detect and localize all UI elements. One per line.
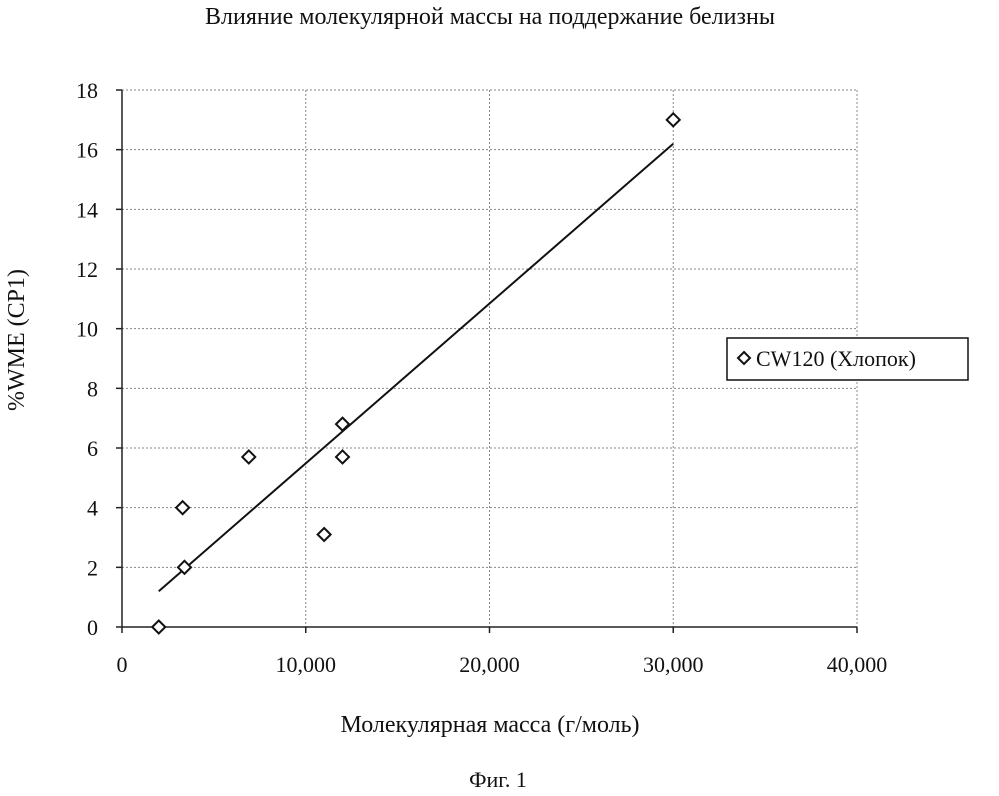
y-tick-label: 10: [76, 317, 98, 342]
data-point: [152, 621, 165, 634]
trendline-layer: [159, 144, 674, 592]
data-point: [242, 450, 255, 463]
legend: CW120 (Хлопок): [727, 338, 968, 380]
y-axis-title: %WME (CP1): [4, 269, 30, 411]
x-axis-title: Молекулярная масса (г/моль): [340, 712, 639, 738]
y-tick-label: 6: [87, 436, 98, 461]
chart-title: Влияние молекулярной массы на поддержани…: [205, 4, 775, 30]
y-tick-label: 18: [76, 78, 98, 103]
x-tick-label: 10,000: [276, 652, 337, 677]
x-tick-label: 40,000: [827, 652, 888, 677]
y-tick-label: 0: [87, 615, 98, 640]
data-point: [667, 113, 680, 126]
data-point: [336, 450, 349, 463]
x-tick-label: 20,000: [459, 652, 520, 677]
data-point: [176, 501, 189, 514]
legend-label: CW120 (Хлопок): [756, 346, 916, 371]
figure-caption: Фиг. 1: [469, 767, 527, 792]
y-tick-label: 16: [76, 138, 98, 163]
y-tick-label: 4: [87, 496, 98, 521]
x-tick-label: 30,000: [643, 652, 704, 677]
y-tick-label: 12: [76, 257, 98, 282]
y-tick-label: 2: [87, 555, 98, 580]
y-tick-label: 14: [76, 197, 98, 222]
data-points: [152, 113, 680, 633]
y-tick-label: 8: [87, 376, 98, 401]
data-point: [318, 528, 331, 541]
x-tick-label: 0: [117, 652, 128, 677]
trendline: [159, 144, 674, 592]
